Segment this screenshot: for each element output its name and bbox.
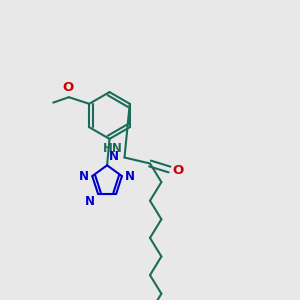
Text: N: N — [125, 169, 135, 183]
Text: HN: HN — [103, 142, 123, 155]
Text: N: N — [109, 150, 118, 163]
Text: N: N — [85, 195, 95, 208]
Text: O: O — [62, 81, 73, 94]
Text: O: O — [172, 164, 183, 177]
Text: N: N — [79, 169, 89, 183]
